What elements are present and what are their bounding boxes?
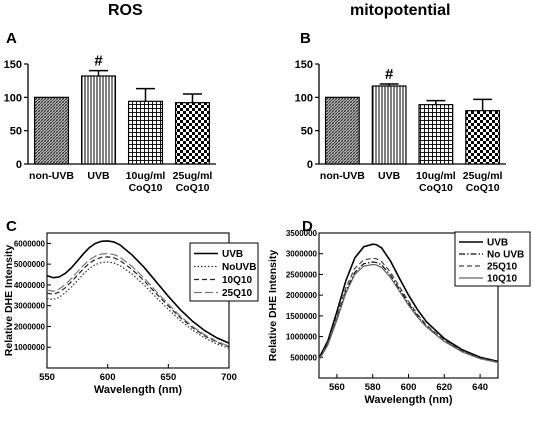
line-d-xtick-label: 640: [472, 382, 488, 393]
bar-b-ytick-label: 50: [301, 126, 313, 138]
line-d-legend-label: UVB: [487, 238, 508, 249]
bar-b-ytick-label: 150: [295, 59, 313, 71]
bar-b-category-label: non-UVB: [320, 170, 365, 182]
line-d-x-axis-title: Wavelength (nm): [364, 394, 453, 406]
bar-a-category-label: CoQ10: [129, 182, 163, 194]
line-d-ytick-label: 2000000: [286, 291, 318, 300]
bar-a-bar: [127, 100, 164, 165]
bar-a-ytick-label: 100: [4, 92, 22, 104]
bar-a-category-label: 25ug/ml: [173, 170, 213, 182]
line-d-ytick-label: 3000000: [286, 250, 318, 259]
line-c-x-axis-title: Wavelength (nm): [94, 384, 183, 396]
line-c-xtick-label: 650: [160, 372, 176, 383]
line-c-legend-label: 10Q10: [222, 275, 252, 286]
line-d-ytick-label: 500000: [290, 353, 317, 362]
bar-a-category-label: non-UVB: [29, 170, 74, 182]
line-d-ytick-label: 2500000: [286, 270, 318, 279]
line-c-ytick-label: 6000000: [14, 239, 46, 248]
bar-a-ytick-label: 0: [16, 159, 22, 171]
line-c-legend-label: 25Q10: [222, 288, 252, 299]
line-c-legend-box: [189, 242, 259, 302]
line-c-series-10q10: [46, 256, 230, 348]
line-c-xtick-label: 700: [221, 372, 237, 383]
panel-a-label: A: [6, 30, 17, 47]
line-c-y-axis-title: Relative DHE Intensity: [3, 245, 15, 357]
bar-b-significance-mark: #: [385, 66, 394, 83]
bar-b-category-label: CoQ10: [466, 182, 500, 194]
panel-b-label: B: [300, 30, 311, 47]
bar-a-ytick-label: 150: [4, 59, 22, 71]
line-c-ytick-label: 5000000: [14, 260, 46, 269]
line-d-ytick-label: 3500000: [286, 229, 318, 238]
bar-b-bar: [371, 85, 407, 165]
line-d-legend-label: No UVB: [487, 250, 524, 261]
line-c-series-nouvb: [46, 261, 230, 349]
line-c-legend-label: UVB: [222, 249, 243, 260]
ros-header: ROS: [108, 2, 143, 19]
bar-a-ytick-label: 50: [10, 126, 22, 138]
bar-b-bar: [465, 110, 501, 165]
line-d-series-25q10: [318, 257, 499, 363]
line-c-ytick-label: 4000000: [14, 281, 46, 290]
bar-a-bar: [80, 75, 117, 165]
line-d-series-uvb: [318, 243, 499, 363]
line-d-legend-label: 25Q10: [487, 262, 517, 273]
line-d-xtick-label: 580: [365, 382, 381, 393]
bar-b-ytick-label: 100: [295, 92, 313, 104]
line-c-ytick-label: 3000000: [14, 302, 46, 311]
bar-b-ytick-label: 0: [307, 159, 313, 171]
line-d-xtick-label: 600: [401, 382, 417, 393]
line-c-ytick-label: 1000000: [14, 343, 46, 352]
line-c-series-25q10: [46, 252, 230, 347]
line-c-xtick-label: 550: [39, 372, 55, 383]
bar-a-category-label: UVB: [87, 170, 110, 182]
bar-a-bar: [174, 102, 211, 165]
panel-c-label: C: [6, 218, 17, 235]
line-d-ytick-label: 1500000: [286, 312, 318, 321]
line-d-series-no-uvb: [318, 261, 499, 363]
line-d-ytick-label: 1000000: [286, 333, 318, 342]
mitopotential-header: mitopotential: [350, 2, 451, 19]
line-d-legend-label: 10Q10: [487, 274, 517, 285]
line-c-ytick-label: 2000000: [14, 322, 46, 331]
bar-b-category-label: CoQ10: [419, 182, 453, 194]
bar-b-bar: [418, 104, 454, 165]
line-d-series-10q10: [318, 263, 499, 364]
line-d-legend-box: [454, 231, 531, 287]
bar-a-significance-mark: #: [94, 53, 103, 70]
line-d-xtick-label: 620: [436, 382, 452, 393]
bar-a-category-label: 10ug/ml: [126, 170, 166, 182]
bar-b-category-label: 25ug/ml: [463, 170, 503, 182]
line-c-xtick-label: 600: [100, 372, 116, 383]
bar-a-bar: [33, 96, 70, 165]
line-d-y-axis-title: Relative DHE Intensity: [267, 250, 279, 362]
line-d-xtick-label: 560: [329, 382, 345, 393]
bar-b-bar: [324, 96, 360, 165]
line-c-legend-label: NoUVB: [222, 262, 256, 273]
line-c-series-uvb: [46, 240, 230, 344]
bar-b-category-label: 10ug/ml: [416, 170, 456, 182]
bar-b-category-label: UVB: [378, 170, 401, 182]
panel-d-label: D: [302, 218, 313, 235]
bar-a-category-label: CoQ10: [176, 182, 210, 194]
